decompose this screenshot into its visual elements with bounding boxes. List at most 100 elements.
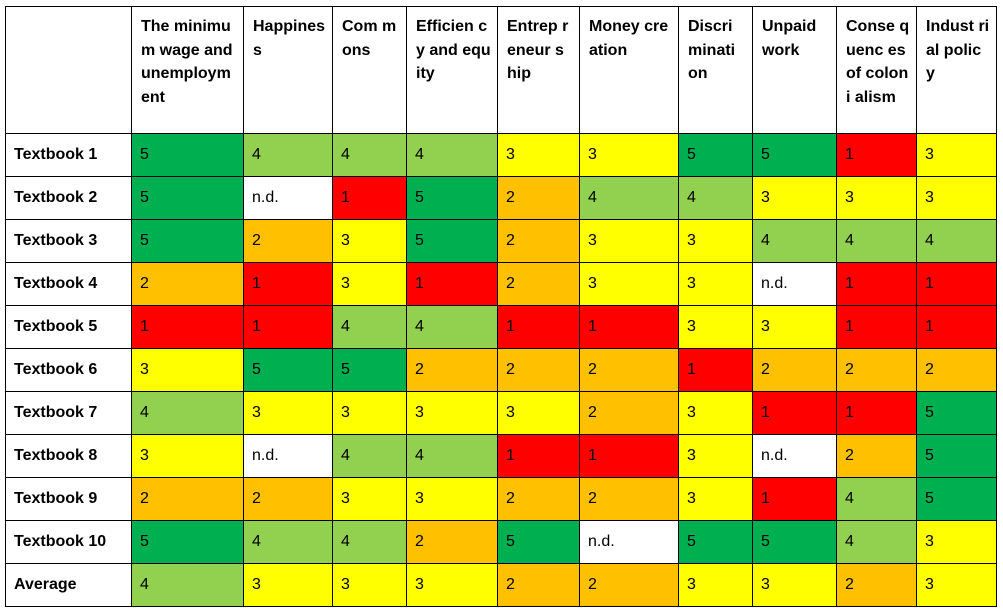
score-cell: 5	[131, 176, 244, 220]
score-cell: 4	[406, 305, 498, 349]
score-cell: 1	[579, 434, 679, 478]
score-cell: 3	[332, 391, 407, 435]
score-cell: 3	[678, 563, 753, 607]
score-cell: 1	[752, 477, 837, 521]
table-body: Textbook 1 5 4 4 4 3 3 5 5 1 3 Textbook 2 5 n.d. 1 5 2 4 4…	[5, 133, 997, 607]
score-cell: n.d.	[752, 434, 837, 478]
score-cell: 3	[916, 563, 997, 607]
column-header: Efficien cy and equity	[406, 6, 498, 134]
row-label: Textbook 8	[5, 434, 132, 478]
score-cell: 3	[916, 133, 997, 177]
score-cell: 5	[678, 520, 753, 564]
score-cell: 3	[332, 262, 407, 306]
score-cell: 3	[752, 563, 837, 607]
score-cell: n.d.	[752, 262, 837, 306]
score-cell: 3	[678, 262, 753, 306]
score-cell: 4	[131, 563, 244, 607]
score-cell: 3	[131, 434, 244, 478]
score-cell: 3	[579, 133, 679, 177]
score-cell: 3	[332, 477, 407, 521]
score-cell: 5	[131, 133, 244, 177]
heatmap-table-container: The minimum wage and unemployment Happine…	[5, 6, 997, 607]
score-cell: 2	[752, 348, 837, 392]
score-cell: 2	[497, 262, 580, 306]
score-cell: 1	[916, 262, 997, 306]
table-row: Average 4 3 3 3 2 2 3 3 2 3	[5, 563, 997, 607]
score-cell: 3	[579, 219, 679, 263]
score-cell: 1	[579, 305, 679, 349]
score-cell: 1	[497, 434, 580, 478]
score-cell: 4	[836, 520, 917, 564]
row-label: Textbook 1	[5, 133, 132, 177]
score-cell: 1	[916, 305, 997, 349]
score-cell: 3	[916, 176, 997, 220]
score-cell: 3	[678, 434, 753, 478]
column-header: Discri minati on	[678, 6, 753, 134]
score-cell: 4	[406, 133, 498, 177]
column-header: Happiness	[243, 6, 333, 134]
score-cell: 4	[332, 434, 407, 478]
header-row: The minimum wage and unemployment Happine…	[5, 6, 997, 134]
score-cell: 1	[836, 305, 917, 349]
score-cell: 2	[497, 477, 580, 521]
score-cell: 1	[332, 176, 407, 220]
score-cell: 3	[752, 305, 837, 349]
score-cell: 5	[678, 133, 753, 177]
textbook-score-table: The minimum wage and unemployment Happine…	[5, 6, 997, 607]
score-cell: 3	[332, 563, 407, 607]
score-cell: 3	[406, 477, 498, 521]
score-cell: 3	[497, 133, 580, 177]
score-cell: 2	[579, 391, 679, 435]
score-cell: 2	[579, 348, 679, 392]
score-cell: n.d.	[243, 176, 333, 220]
score-cell: 4	[836, 477, 917, 521]
column-header: Com mons	[332, 6, 407, 134]
row-label: Textbook 6	[5, 348, 132, 392]
score-cell: 2	[131, 262, 244, 306]
score-cell: 2	[497, 219, 580, 263]
score-cell: 3	[836, 176, 917, 220]
score-cell: 3	[579, 262, 679, 306]
score-cell: 5	[752, 520, 837, 564]
table-row: Textbook 2 5 n.d. 1 5 2 4 4 3 3 3	[5, 176, 997, 220]
row-label: Textbook 3	[5, 219, 132, 263]
score-cell: 2	[836, 348, 917, 392]
score-cell: 3	[406, 563, 498, 607]
score-cell: 2	[243, 219, 333, 263]
score-cell: 4	[332, 133, 407, 177]
score-cell: 2	[497, 176, 580, 220]
score-cell: 5	[752, 133, 837, 177]
score-cell: 3	[497, 391, 580, 435]
score-cell: 1	[243, 305, 333, 349]
score-cell: 3	[678, 219, 753, 263]
table-row: Textbook 4 2 1 3 1 2 3 3 n.d. 1 1	[5, 262, 997, 306]
score-cell: 4	[131, 391, 244, 435]
score-cell: 3	[406, 391, 498, 435]
column-header: Conse quenc es of coloni alism	[836, 6, 917, 134]
score-cell: 4	[243, 133, 333, 177]
score-cell: 2	[497, 563, 580, 607]
row-label: Textbook 10	[5, 520, 132, 564]
table-row: Textbook 8 3 n.d. 4 4 1 1 3 n.d. 2 5	[5, 434, 997, 478]
score-cell: 2	[243, 477, 333, 521]
row-label: Textbook 2	[5, 176, 132, 220]
score-cell: 4	[332, 305, 407, 349]
score-cell: 4	[752, 219, 837, 263]
score-cell: 5	[131, 219, 244, 263]
score-cell: 2	[836, 434, 917, 478]
column-header: Unpaid work	[752, 6, 837, 134]
score-cell: 5	[916, 391, 997, 435]
score-cell: 5	[131, 520, 244, 564]
score-cell: 2	[836, 563, 917, 607]
score-cell: 5	[243, 348, 333, 392]
score-cell: 1	[406, 262, 498, 306]
score-cell: 3	[243, 563, 333, 607]
column-header: Indust rial policy	[916, 6, 997, 134]
score-cell: 4	[332, 520, 407, 564]
score-cell: 3	[916, 520, 997, 564]
score-cell: 4	[406, 434, 498, 478]
score-cell: 1	[836, 391, 917, 435]
